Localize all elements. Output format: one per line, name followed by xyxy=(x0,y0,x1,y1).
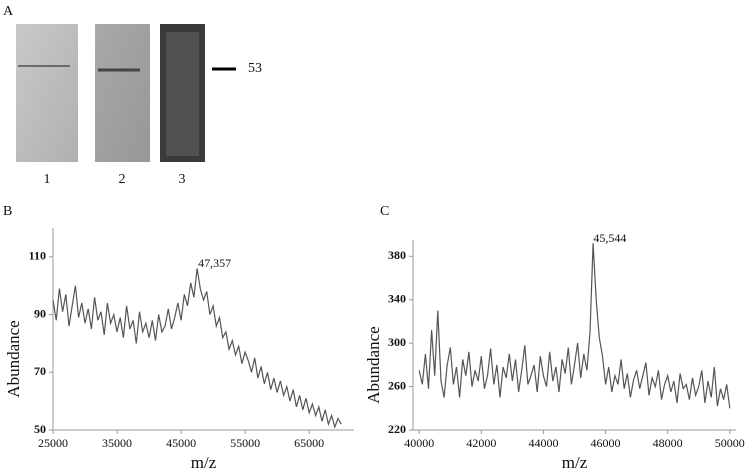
panel-label: B xyxy=(3,204,12,219)
y-tick-label: 340 xyxy=(388,291,406,305)
peak-label: 47,357 xyxy=(198,256,231,270)
x-tick-label: 40000 xyxy=(404,436,434,450)
x-axis-title: m/z xyxy=(562,453,588,471)
x-tick-label: 45000 xyxy=(166,436,196,450)
y-tick-label: 220 xyxy=(388,422,406,436)
peak-label: 45,544 xyxy=(593,231,626,245)
x-tick-label: 42000 xyxy=(466,436,496,450)
lane-label: 1 xyxy=(44,172,51,187)
lane-label: 3 xyxy=(179,172,186,187)
x-tick-label: 46000 xyxy=(591,436,621,450)
y-tick-label: 110 xyxy=(29,249,46,263)
panel-label: A xyxy=(3,4,14,19)
x-tick-label: 65000 xyxy=(294,436,324,450)
panel-label: C xyxy=(380,204,389,219)
x-tick-label: 48000 xyxy=(653,436,683,450)
spectrum-line xyxy=(52,268,342,430)
lane-label: 2 xyxy=(119,172,126,187)
y-tick-label: 300 xyxy=(388,335,406,349)
y-tick-label: 90 xyxy=(34,306,46,320)
y-axis-title: Abundance xyxy=(4,320,23,397)
y-tick-label: 380 xyxy=(388,248,406,262)
x-tick-label: 44000 xyxy=(528,436,558,450)
x-tick-label: 25000 xyxy=(38,436,68,450)
x-tick-label: 50000 xyxy=(715,436,745,450)
marker-label: 53 xyxy=(248,61,262,76)
x-tick-label: 35000 xyxy=(102,436,132,450)
gel-images xyxy=(16,24,236,162)
y-tick-label: 50 xyxy=(34,422,46,436)
y-tick-label: 70 xyxy=(34,364,46,378)
y-tick-label: 260 xyxy=(388,378,406,392)
gel-lane xyxy=(16,24,78,162)
spectrum-line xyxy=(418,243,731,409)
gel-lane xyxy=(95,24,150,162)
y-axis-title: Abundance xyxy=(364,326,383,403)
gel-smear xyxy=(166,32,199,156)
x-tick-label: 55000 xyxy=(230,436,260,450)
x-axis-title: m/z xyxy=(191,453,217,471)
